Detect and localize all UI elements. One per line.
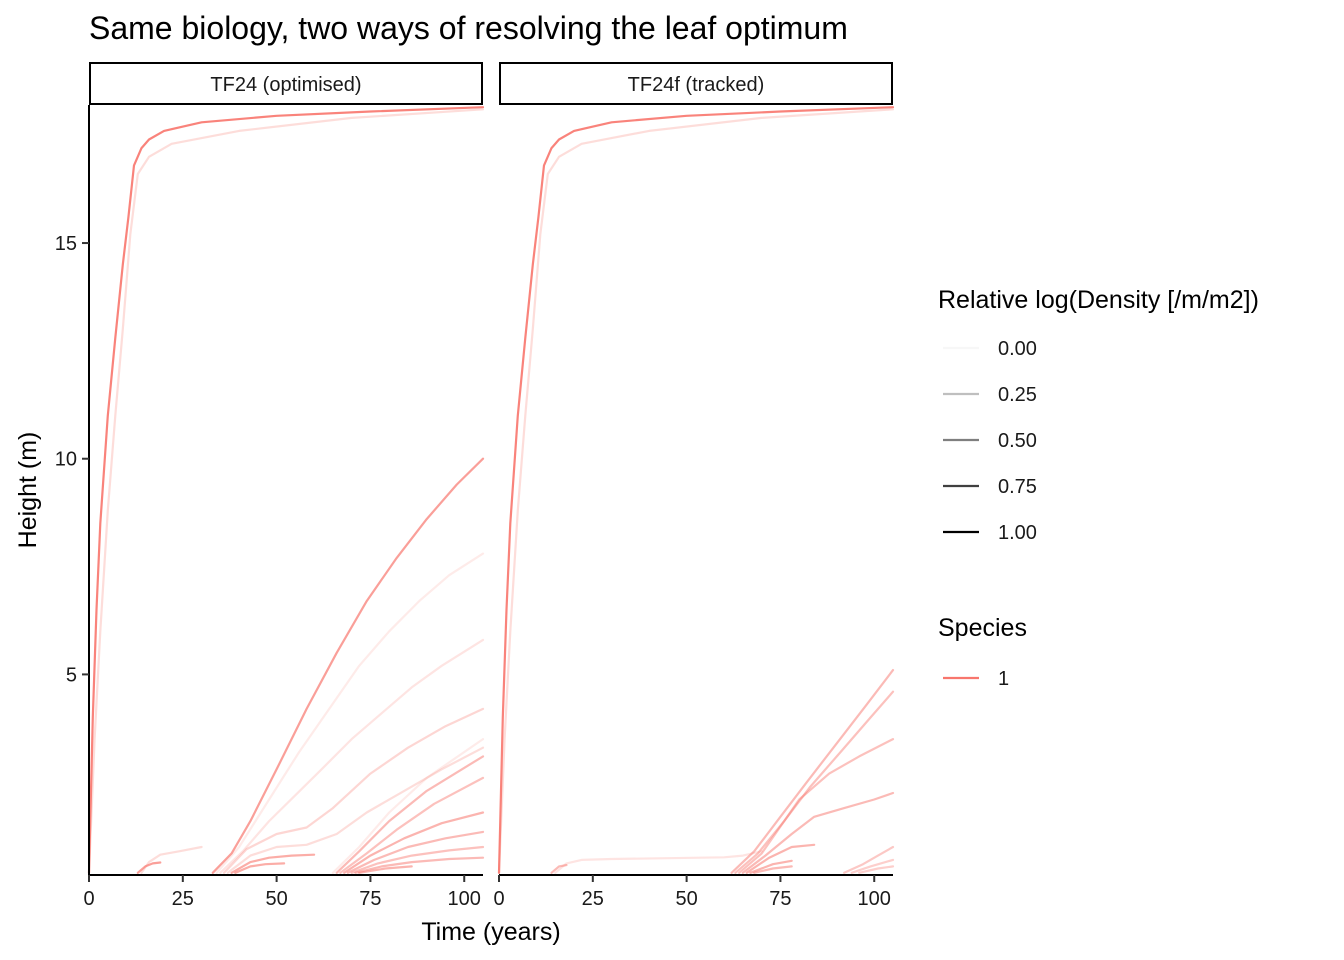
cohort-line <box>223 707 485 874</box>
legend-label-density: 1.00 <box>998 522 1037 544</box>
cohort-line <box>358 865 413 874</box>
cohort-line <box>734 690 895 874</box>
legend-label-density: 0.00 <box>998 338 1037 360</box>
facet-strip <box>499 62 893 105</box>
x-tick-label: 25 <box>582 888 604 910</box>
cohort-line <box>741 791 895 874</box>
cohort-line <box>350 845 485 874</box>
y-tick-label: 15 <box>55 233 77 255</box>
cohort-line <box>550 864 568 874</box>
cohort-line <box>87 106 485 874</box>
cohort-line <box>745 843 816 874</box>
y-tick-label: 5 <box>66 664 77 686</box>
cohort-line <box>346 830 485 874</box>
x-tick-label: 100 <box>448 888 481 910</box>
cohort-line <box>343 811 485 874</box>
cohort-line <box>211 457 485 874</box>
x-tick-label: 75 <box>769 888 791 910</box>
cohort-line <box>850 858 895 874</box>
cohort-line <box>339 776 485 874</box>
x-tick-label: 0 <box>493 888 504 910</box>
cohort-line <box>331 738 485 874</box>
x-tick-label: 0 <box>83 888 94 910</box>
cohort-line <box>87 108 485 874</box>
cohort-line <box>497 108 895 874</box>
cohort-line <box>843 845 895 874</box>
cohort-line <box>354 856 485 874</box>
facet-panel-2: TF24f (tracked) 0 25 50 75 100 <box>493 62 895 910</box>
cohort-line <box>230 853 316 874</box>
facet-strip-label: TF24f (tracked) <box>628 74 765 96</box>
x-tick-label: 50 <box>675 888 697 910</box>
x-axis-title: Time (years) <box>421 918 560 946</box>
legend-title-density: Relative log(Density [/m/m2]) <box>938 286 1259 314</box>
cohort-line <box>335 755 485 874</box>
cohort-line <box>226 746 485 874</box>
x-tick-label: 25 <box>172 888 194 910</box>
x-tick-label: 75 <box>359 888 381 910</box>
cohort-line <box>554 850 763 874</box>
cohort-line <box>497 106 895 874</box>
y-tick-label: 10 <box>55 449 77 471</box>
chart-title: Same biology, two ways of resolving the … <box>89 10 848 46</box>
cohort-line <box>738 738 895 874</box>
cohort-line <box>215 552 485 874</box>
x-tick-label: 100 <box>858 888 891 910</box>
legend: Relative log(Density [/m/m2]) 0.00 0.25 0.5… <box>938 286 1259 690</box>
cohort-line <box>234 862 286 874</box>
legend-label-density: 0.50 <box>998 430 1037 452</box>
cohort-line <box>140 845 203 874</box>
facet-panels: TF24 (optimised) 0 25 50 75 100 5 10 15 TF24f (tr… <box>55 62 895 910</box>
cohort-line <box>219 638 485 874</box>
facet-strip <box>89 62 483 105</box>
legend-label-density: 0.25 <box>998 384 1037 406</box>
cohort-line <box>858 865 895 874</box>
legend-label-density: 0.75 <box>998 476 1037 498</box>
cohort-line <box>753 865 793 874</box>
legend-label-species: 1 <box>998 668 1009 690</box>
cohort-line <box>136 861 162 874</box>
legend-title-species: Species <box>938 614 1027 642</box>
facet-strip-label: TF24 (optimised) <box>210 74 361 96</box>
facet-panel-1: TF24 (optimised) 0 25 50 75 100 5 10 15 <box>55 62 485 910</box>
x-tick-label: 50 <box>265 888 287 910</box>
y-axis-title: Height (m) <box>14 432 42 549</box>
cohort-line <box>749 859 793 874</box>
cohort-line <box>730 669 895 874</box>
